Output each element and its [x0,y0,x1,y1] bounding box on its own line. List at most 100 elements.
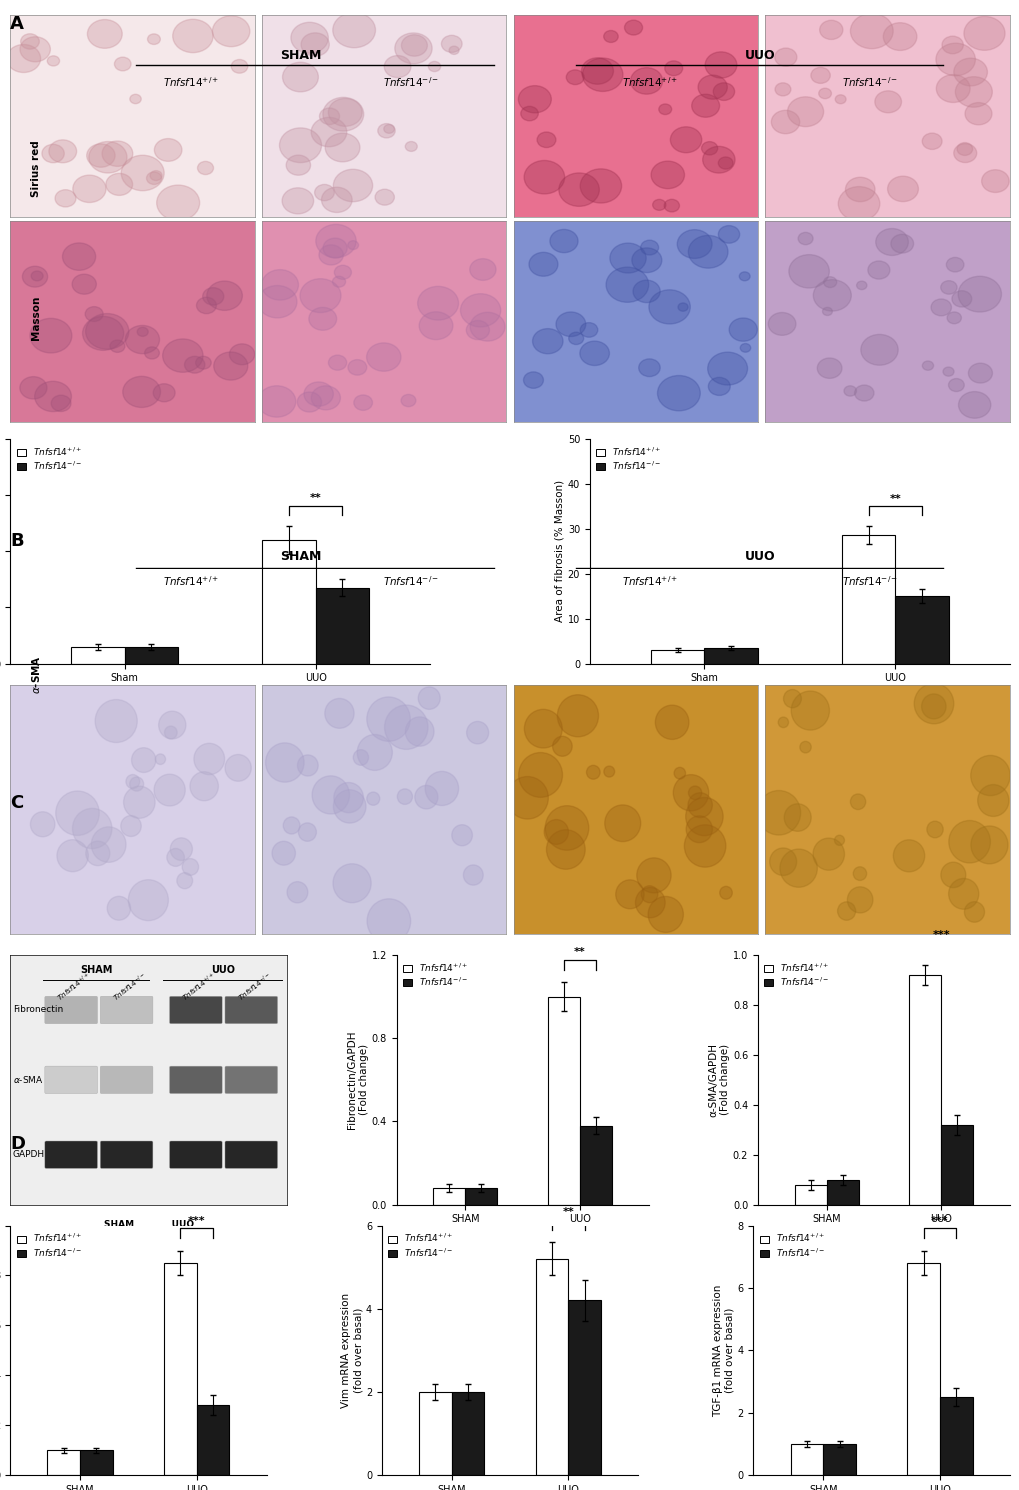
Circle shape [957,276,1001,311]
Circle shape [309,307,336,331]
Bar [465,1188,497,1204]
Circle shape [677,229,711,258]
Circle shape [7,45,41,73]
Bar [579,1125,611,1204]
Circle shape [290,22,328,54]
Circle shape [182,858,199,875]
Circle shape [650,161,684,189]
Circle shape [332,276,345,288]
Bar [825,1180,858,1204]
Circle shape [529,252,557,276]
Circle shape [524,709,561,748]
Circle shape [196,356,211,370]
Circle shape [20,37,50,61]
Circle shape [717,225,739,243]
Circle shape [47,55,59,66]
Circle shape [652,200,665,210]
Circle shape [258,286,297,317]
Text: $\it{Tnfsf14}$$^{-/-}$: $\it{Tnfsf14}$$^{-/-}$ [382,74,439,89]
Bar [908,974,941,1204]
Circle shape [867,261,889,279]
Circle shape [951,291,971,307]
Circle shape [272,842,296,866]
Circle shape [609,243,645,273]
Circle shape [582,58,623,91]
Circle shape [35,381,71,411]
Text: SHAM: SHAM [79,966,112,974]
Circle shape [333,782,363,812]
Text: $\alpha$-SMA: $\alpha$-SMA [31,654,43,694]
Text: $\it{Tnfsf14}$$^{-/-}$: $\it{Tnfsf14}$$^{-/-}$ [841,74,898,89]
Circle shape [83,316,123,350]
Circle shape [935,43,974,76]
Circle shape [926,821,943,837]
Circle shape [162,338,203,372]
Circle shape [106,173,132,195]
Circle shape [122,377,160,407]
Circle shape [425,772,459,806]
Circle shape [921,133,942,149]
Legend: $\it{Tnfsf14}$$^{+/+}$, $\it{Tnfsf14}$$^{-/-}$: $\it{Tnfsf14}$$^{+/+}$, $\it{Tnfsf14}$$^… [400,960,470,989]
Circle shape [946,258,963,273]
Text: C: C [10,794,23,812]
Circle shape [712,83,734,100]
Circle shape [286,155,310,176]
Circle shape [812,280,851,311]
Circle shape [958,392,989,419]
Circle shape [57,840,89,872]
Circle shape [176,873,193,888]
Text: **: ** [574,948,585,957]
Circle shape [555,311,585,337]
Bar [48,1450,81,1475]
Text: UUO: UUO [211,966,235,974]
Bar [895,596,948,663]
Circle shape [328,98,362,127]
Circle shape [633,280,659,302]
Circle shape [664,61,682,76]
Circle shape [279,128,321,162]
Circle shape [383,125,394,133]
Circle shape [405,142,417,152]
Circle shape [441,36,462,52]
Circle shape [544,820,568,845]
Circle shape [943,367,953,375]
Circle shape [697,74,727,100]
Circle shape [466,320,489,340]
Circle shape [282,63,318,92]
Circle shape [159,711,185,739]
Circle shape [673,775,708,811]
Circle shape [72,274,96,294]
Circle shape [400,395,416,407]
Text: $\it{Tnfsf14}$$^{+/+}$: $\it{Tnfsf14}$$^{+/+}$ [162,74,219,89]
Circle shape [784,803,810,831]
Bar [790,1444,822,1475]
Circle shape [847,887,872,913]
Circle shape [401,34,427,57]
Circle shape [549,229,578,253]
Text: Masson: Masson [32,295,42,340]
Circle shape [788,255,828,288]
Circle shape [89,142,126,173]
Bar [568,1301,600,1475]
Circle shape [856,282,866,289]
Circle shape [49,140,76,162]
Circle shape [194,744,224,775]
Bar [315,587,369,663]
Circle shape [977,785,1008,817]
Circle shape [333,790,366,822]
Circle shape [417,286,459,320]
Circle shape [970,825,1007,864]
Circle shape [767,313,795,335]
Circle shape [586,766,599,779]
Circle shape [853,867,866,881]
Text: UUO: UUO [744,49,774,63]
Circle shape [31,812,55,837]
Legend: $\it{Tnfsf14}$$^{+/+}$, $\it{Tnfsf14}$$^{-/-}$: $\it{Tnfsf14}$$^{+/+}$, $\it{Tnfsf14}$$^… [761,960,830,989]
Circle shape [164,726,177,739]
Circle shape [297,392,321,413]
Circle shape [229,344,255,365]
Circle shape [55,189,75,207]
Circle shape [86,840,110,866]
Circle shape [569,332,583,344]
Circle shape [834,836,844,845]
